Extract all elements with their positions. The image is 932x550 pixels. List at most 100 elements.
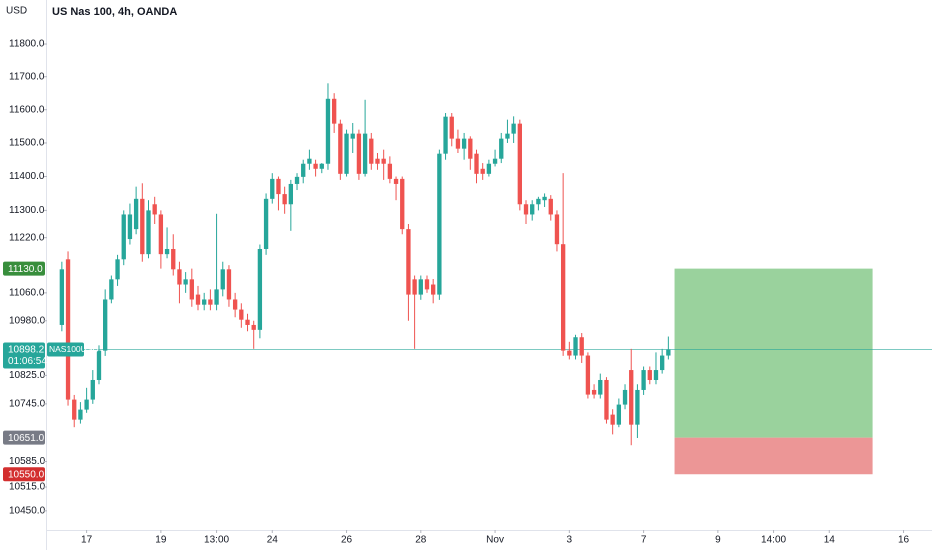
candle-body	[257, 248, 263, 330]
y-tick-label: 11700.0	[9, 71, 45, 82]
candle-body	[78, 409, 83, 420]
candle-body	[511, 123, 516, 134]
x-tick-label: Nov	[486, 535, 504, 546]
candle-body	[232, 299, 238, 310]
candle-body	[369, 138, 374, 164]
candle-body	[313, 163, 318, 169]
candle-body	[362, 133, 368, 174]
candle-body	[443, 116, 448, 154]
candle-body	[195, 294, 201, 305]
candle-body	[437, 153, 442, 295]
x-tick-label: 19	[155, 535, 167, 546]
y-tick-label: 10450.0	[9, 505, 46, 516]
candle-body	[560, 244, 566, 351]
candle-body	[660, 355, 665, 371]
candle-body	[164, 248, 170, 255]
candle-body	[629, 370, 634, 425]
candle-body	[177, 269, 182, 285]
candle-body	[406, 229, 411, 295]
y-tick-label: 11300.0	[9, 205, 45, 216]
y-tick-label: 10585.0	[9, 456, 46, 467]
candle-body	[480, 168, 485, 174]
candle-body	[635, 389, 640, 425]
candle-body	[412, 279, 417, 295]
candle-body	[127, 214, 133, 240]
candle-body	[245, 319, 250, 325]
candle-body	[208, 299, 213, 305]
candle-body	[183, 279, 188, 285]
candle-body	[319, 163, 324, 169]
price-label-box	[3, 430, 45, 445]
current-price-label: 10898.2	[8, 345, 45, 356]
candle-body	[579, 337, 584, 356]
candle-body	[622, 389, 628, 405]
candle-body	[418, 279, 423, 295]
candle-body	[239, 309, 244, 320]
candle-body	[393, 178, 399, 184]
candle-body	[387, 163, 393, 179]
chart-title: US Nas 100, 4h, OANDA	[52, 6, 177, 18]
candle-body	[276, 178, 281, 195]
candle-body	[307, 158, 312, 164]
candle-body	[542, 196, 547, 201]
candle-body	[400, 178, 405, 230]
profit-zone	[674, 268, 873, 438]
candle-body	[653, 370, 659, 380]
price-label: 10550.0	[8, 469, 45, 480]
candle-body	[325, 98, 331, 164]
candle-body	[356, 133, 362, 174]
candle-body	[474, 153, 479, 174]
candle-body	[598, 379, 603, 395]
candle-body	[331, 98, 337, 124]
x-tick-label: 26	[341, 535, 353, 546]
candle-body	[468, 138, 473, 159]
candle-body	[171, 248, 176, 270]
candle-body	[573, 337, 578, 356]
candle-body	[226, 269, 232, 300]
candle-body	[158, 214, 164, 255]
candle-body	[294, 176, 300, 184]
x-tick-label: 7	[641, 535, 647, 546]
candle-body	[301, 163, 306, 177]
candle-body	[133, 198, 139, 230]
candle-body	[616, 404, 622, 425]
candle-body	[338, 123, 343, 174]
candle-body	[84, 399, 89, 410]
x-tick-label: 16	[898, 535, 910, 546]
candle-body	[449, 116, 454, 139]
y-tick-label: 11060.0	[9, 288, 45, 299]
candle-body	[90, 379, 95, 400]
candle-body	[585, 355, 591, 395]
y-tick-label: 11220.0	[9, 232, 45, 243]
price-label-box	[3, 467, 45, 482]
y-tick-label: 10515.0	[9, 482, 46, 493]
candle-body	[431, 284, 436, 295]
y-tick-label: 11500.0	[9, 138, 45, 149]
symbol-box	[47, 342, 84, 357]
candle-body	[530, 204, 535, 215]
candle-body	[344, 133, 349, 174]
candle-body	[375, 158, 380, 164]
candle-body	[282, 194, 287, 205]
y-tick-label: 11400.0	[9, 171, 45, 182]
candle-body	[591, 389, 597, 395]
candle-body	[189, 279, 194, 300]
x-tick-label: 14	[824, 535, 836, 546]
candle-body	[461, 138, 467, 149]
candle-body	[424, 279, 430, 290]
y-tick-label: 11600.0	[9, 104, 45, 115]
candle-body	[604, 379, 609, 420]
candle-body	[505, 133, 510, 139]
x-tick-label: 24	[267, 535, 279, 546]
x-tick-label: 17	[81, 535, 93, 546]
candle-body	[610, 414, 615, 425]
candle-body	[647, 370, 652, 380]
candle-body	[523, 204, 529, 215]
candle-body	[554, 214, 560, 245]
x-tick-label: 28	[415, 535, 427, 546]
candle-body	[202, 299, 207, 305]
candle-body	[492, 158, 498, 164]
y-tick-label: 10745.0	[9, 399, 46, 410]
symbol-label: NAS100USD	[49, 344, 99, 354]
price-label: 11130.0	[8, 264, 43, 275]
